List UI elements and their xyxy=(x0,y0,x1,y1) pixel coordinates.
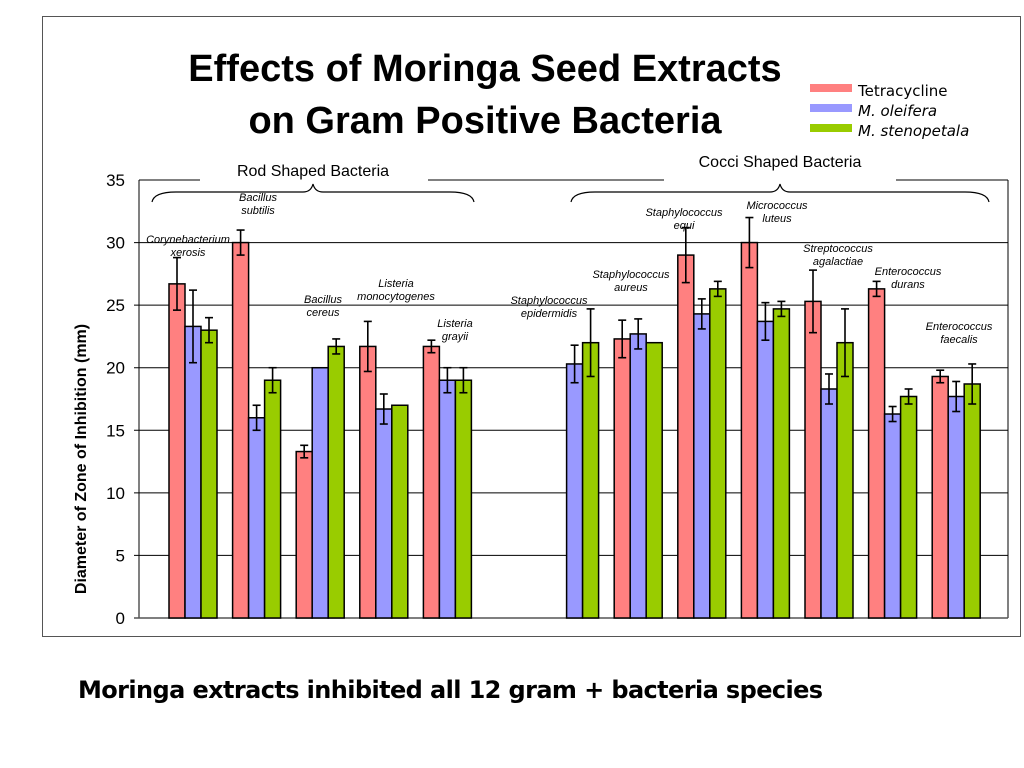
legend-swatch-m-oleifera xyxy=(810,104,852,112)
category-label-line: Enterococcus xyxy=(875,266,942,278)
category-label-line: Bacillus xyxy=(239,192,277,204)
bar-m-oleifera xyxy=(438,379,457,619)
bar-m-stenopetala xyxy=(327,345,345,619)
bar-m-stenopetala xyxy=(709,288,727,619)
category-label-line: Staphylococcus xyxy=(510,295,588,307)
category-label-line: Staphylococcus xyxy=(592,269,670,281)
category-label: Enterococcus durans xyxy=(875,266,942,291)
bar-m-oleifera xyxy=(311,366,329,619)
bars xyxy=(168,241,981,619)
y-tick-label: 35 xyxy=(106,171,125,190)
bar-m-stenopetala xyxy=(391,404,409,619)
category-label-line: durans xyxy=(891,279,925,291)
bar-tetracycline xyxy=(740,241,759,619)
legend-swatch-tetracycline xyxy=(810,84,852,92)
category-label: Staphylococcus epidermidis xyxy=(510,295,588,320)
bar-m-oleifera xyxy=(184,325,202,619)
bar-tetracycline xyxy=(804,300,822,619)
y-tick-label: 0 xyxy=(116,609,125,628)
category-label: Bacillus cereus xyxy=(304,294,342,319)
bar-m-stenopetala xyxy=(454,379,473,619)
bar-m-stenopetala xyxy=(772,308,791,619)
bar-tetracycline xyxy=(231,241,250,619)
bar-tetracycline xyxy=(677,254,695,619)
y-tick-label: 10 xyxy=(106,484,125,503)
category-label-line: agalactiae xyxy=(813,256,863,268)
bar-tetracycline xyxy=(931,375,949,619)
category-label-line: Enterococcus xyxy=(926,321,993,333)
category-label: Listeria monocytogenes xyxy=(357,278,435,303)
group-header-label: Cocci Shaped Bacteria xyxy=(699,154,862,171)
category-label-line: Listeria xyxy=(437,318,472,330)
group-header-label: Rod Shaped Bacteria xyxy=(237,163,389,180)
category-label-line: Corynebacterium xyxy=(146,234,230,246)
category-label-line: Streptococcus xyxy=(803,243,873,255)
category-label-line: equi xyxy=(674,220,695,232)
y-tick-label: 15 xyxy=(106,421,125,440)
bar-m-stenopetala xyxy=(581,341,600,619)
legend-label: M. stenopetala xyxy=(858,122,970,140)
chart-title-line-1: Effects of Moringa Seed Extracts xyxy=(188,48,782,90)
bar-m-oleifera xyxy=(247,417,266,619)
category-label: Bacillus subtilis xyxy=(239,192,277,217)
y-tick-label: 20 xyxy=(106,359,125,378)
chart-title-line-2: on Gram Positive Bacteria xyxy=(248,100,722,142)
category-label-line: cereus xyxy=(306,307,340,319)
bar-m-stenopetala xyxy=(899,395,918,619)
bar-m-oleifera xyxy=(375,408,393,619)
bar-m-oleifera xyxy=(693,313,711,619)
bar-tetracycline xyxy=(613,338,631,619)
bar-m-oleifera xyxy=(565,363,584,619)
bar-tetracycline xyxy=(422,345,441,619)
bar-tetracycline xyxy=(359,345,377,619)
group-headers: Rod Shaped Bacteria Cocci Shaped Bacteria xyxy=(151,154,990,203)
bar-m-stenopetala xyxy=(836,341,854,619)
bar-tetracycline xyxy=(295,450,313,619)
y-tick-label: 5 xyxy=(116,546,125,565)
bar-m-oleifera xyxy=(947,395,965,619)
bar-m-oleifera xyxy=(883,413,902,619)
category-label-line: xerosis xyxy=(170,247,206,259)
category-label-line: monocytogenes xyxy=(357,291,435,303)
category-label-line: epidermidis xyxy=(521,308,578,320)
category-label-line: faecalis xyxy=(940,334,978,346)
group-brace xyxy=(570,183,990,203)
bar-tetracycline xyxy=(168,283,186,619)
bar-m-stenopetala xyxy=(200,329,218,619)
category-label: Listeria grayii xyxy=(437,318,472,343)
bar-m-stenopetala xyxy=(963,383,981,619)
bar-m-stenopetala xyxy=(645,341,663,619)
bar-m-oleifera xyxy=(820,388,838,619)
error-bars xyxy=(173,216,977,459)
category-label-line: grayii xyxy=(442,331,469,343)
bar-m-oleifera xyxy=(629,333,647,619)
category-label: Staphylococcus aureus xyxy=(592,269,670,294)
legend-label: Tetracycline xyxy=(858,82,948,100)
legend-swatch-m-stenopetala xyxy=(810,124,852,132)
bar-m-stenopetala xyxy=(263,379,282,619)
y-tick-label: 25 xyxy=(106,296,125,315)
y-axis-label: Diameter of Zone of Inhibition (mm) xyxy=(73,324,90,594)
category-label-line: Staphylococcus xyxy=(645,207,723,219)
group-brace xyxy=(151,183,475,203)
y-tick-label: 30 xyxy=(106,234,125,253)
category-label-line: Bacillus xyxy=(304,294,342,306)
bar-tetracycline xyxy=(867,288,886,619)
category-label-line: subtilis xyxy=(241,205,275,217)
category-label: Enterococcus faecalis xyxy=(926,321,993,346)
bar-m-oleifera xyxy=(756,320,775,619)
category-label-line: Listeria xyxy=(378,278,413,290)
category-label-line: luteus xyxy=(762,213,792,225)
category-label: Streptococcus agalactiae xyxy=(803,243,873,268)
category-label-line: Micrococcus xyxy=(746,200,808,212)
category-label: Micrococcus luteus xyxy=(746,200,808,225)
legend-label: M. oleifera xyxy=(858,102,938,120)
category-label-line: aureus xyxy=(614,282,648,294)
category-label: Staphylococcus equi xyxy=(645,207,723,232)
category-label: Corynebacterium xerosis xyxy=(146,234,230,259)
slide-caption: Moringa extracts inhibited all 12 gram +… xyxy=(78,676,823,704)
y-axis-ticks: 0 5 10 15 20 25 30 35 xyxy=(106,171,125,628)
